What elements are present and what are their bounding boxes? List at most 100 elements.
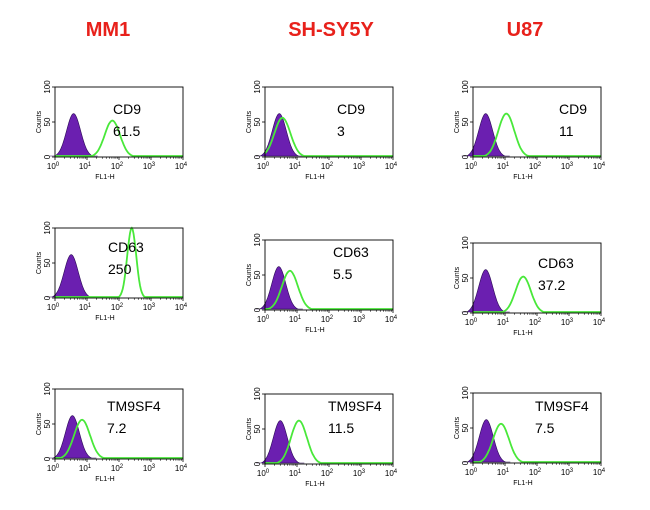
isotype-histogram — [255, 113, 304, 157]
y-axis-label: Counts — [246, 110, 253, 133]
histogram-panel-u87-cd63: 100 101 102 103 104 0 50 100 FL1-H Counts CD63 37.2 — [454, 236, 606, 337]
isotype-histogram — [462, 419, 511, 463]
histogram-panel-shsy5y-cd9: 100 101 102 103 104 0 50 100 FL1-H Counts CD9 3 — [246, 80, 398, 181]
marker-histogram-line — [473, 275, 601, 313]
x-tick-label: 100 — [465, 162, 478, 171]
x-axis-label: FL1-H — [95, 174, 114, 181]
y-axis-label: Counts — [36, 110, 43, 133]
y-axis-label: Counts — [246, 263, 253, 286]
y-tick-label: 0 — [43, 154, 52, 159]
marker-histogram-line — [265, 419, 393, 464]
x-tick-label: 103 — [561, 468, 574, 477]
x-tick-label: 102 — [321, 469, 334, 478]
column-title-u87: U87 — [507, 19, 544, 41]
x-tick-label: 100 — [465, 318, 478, 327]
column-title-shsy5y: SH-SY5Y — [288, 19, 374, 41]
y-tick-label: 50 — [253, 424, 262, 433]
y-tick-label: 100 — [461, 236, 470, 250]
y-tick-label: 100 — [43, 80, 52, 94]
x-tick-label: 102 — [111, 303, 124, 312]
marker-name: CD63 — [538, 255, 574, 271]
isotype-histogram — [256, 420, 305, 464]
y-tick-label: 0 — [253, 461, 262, 466]
marker-histogram-line — [55, 119, 183, 157]
x-tick-label: 102 — [529, 162, 542, 171]
histogram-panel-mm1-cd9: 100 101 102 103 104 0 50 100 FL1-H Counts CD9 61.5 — [36, 80, 188, 181]
marker-name: TM9SF4 — [328, 398, 382, 414]
marker-histogram-line — [473, 422, 601, 463]
marker-name: CD9 — [113, 101, 141, 117]
y-tick-label: 50 — [43, 419, 52, 428]
x-tick-label: 101 — [79, 162, 92, 171]
x-tick-label: 104 — [175, 303, 188, 312]
x-axis-label: FL1-H — [95, 315, 114, 322]
marker-name: TM9SF4 — [107, 398, 161, 414]
x-tick-label: 102 — [321, 315, 334, 324]
histogram-panel-shsy5y-cd63: 100 101 102 103 104 0 50 100 FL1-H Counts CD63 5.5 — [246, 233, 398, 334]
y-tick-label: 0 — [461, 154, 470, 159]
marker-name: CD63 — [108, 239, 144, 255]
x-tick-label: 101 — [79, 303, 92, 312]
marker-value: 61.5 — [113, 123, 140, 139]
histogram-panel-shsy5y-tm9sf4: 100 101 102 103 104 0 50 100 FL1-H Counts TM9SF4 11… — [246, 387, 398, 488]
x-tick-label: 104 — [593, 468, 606, 477]
x-axis-label: FL1-H — [513, 330, 532, 337]
x-axis-label: FL1-H — [305, 327, 324, 334]
isotype-histogram — [47, 254, 96, 298]
x-tick-label: 101 — [289, 469, 302, 478]
x-axis-label: FL1-H — [513, 480, 532, 487]
y-tick-label: 100 — [253, 80, 262, 94]
y-tick-label: 50 — [461, 273, 470, 282]
x-tick-label: 102 — [111, 162, 124, 171]
x-tick-label: 101 — [79, 464, 92, 473]
marker-name: CD63 — [333, 244, 369, 260]
x-tick-label: 103 — [353, 469, 366, 478]
y-tick-label: 0 — [253, 307, 262, 312]
x-tick-label: 104 — [175, 464, 188, 473]
marker-histogram-line — [55, 418, 183, 459]
x-tick-label: 102 — [111, 464, 124, 473]
y-axis-label: Counts — [454, 110, 461, 133]
x-tick-label: 101 — [497, 318, 510, 327]
x-tick-label: 103 — [353, 162, 366, 171]
marker-value: 7.2 — [107, 420, 127, 436]
x-tick-label: 100 — [465, 468, 478, 477]
x-axis-label: FL1-H — [305, 481, 324, 488]
y-tick-label: 100 — [253, 233, 262, 247]
x-tick-label: 101 — [289, 162, 302, 171]
y-tick-label: 50 — [461, 117, 470, 126]
x-tick-label: 104 — [385, 315, 398, 324]
x-tick-label: 103 — [143, 303, 156, 312]
histogram-panel-u87-cd9: 100 101 102 103 104 0 50 100 FL1-H Counts CD9 11 — [454, 80, 606, 181]
marker-value: 3 — [337, 123, 345, 139]
column-title-mm1: MM1 — [86, 19, 130, 41]
x-tick-label: 103 — [353, 315, 366, 324]
isotype-histogram — [461, 269, 510, 313]
x-axis-label: FL1-H — [513, 174, 532, 181]
x-tick-label: 101 — [497, 468, 510, 477]
y-tick-label: 50 — [43, 258, 52, 267]
x-tick-label: 100 — [257, 315, 270, 324]
marker-value: 7.5 — [535, 420, 555, 436]
x-tick-label: 100 — [257, 469, 270, 478]
x-tick-label: 104 — [593, 162, 606, 171]
x-axis-label: FL1-H — [305, 174, 324, 181]
y-tick-label: 100 — [253, 387, 262, 401]
y-axis-label: Counts — [36, 251, 43, 274]
marker-value: 37.2 — [538, 277, 565, 293]
y-tick-label: 0 — [43, 295, 52, 300]
y-tick-label: 100 — [461, 80, 470, 94]
histogram-panel-u87-tm9sf4: 100 101 102 103 104 0 50 100 FL1-H Counts TM9SF4 7.… — [454, 386, 606, 487]
x-tick-label: 100 — [47, 464, 60, 473]
y-axis-label: Counts — [454, 266, 461, 289]
marker-histogram-line — [264, 116, 393, 157]
x-tick-label: 102 — [321, 162, 334, 171]
marker-name: CD9 — [559, 101, 587, 117]
marker-histogram-line — [473, 112, 601, 157]
x-tick-label: 102 — [529, 468, 542, 477]
y-tick-label: 50 — [253, 270, 262, 279]
y-tick-label: 50 — [461, 423, 470, 432]
y-tick-label: 100 — [461, 386, 470, 400]
y-axis-label: Counts — [36, 412, 43, 435]
